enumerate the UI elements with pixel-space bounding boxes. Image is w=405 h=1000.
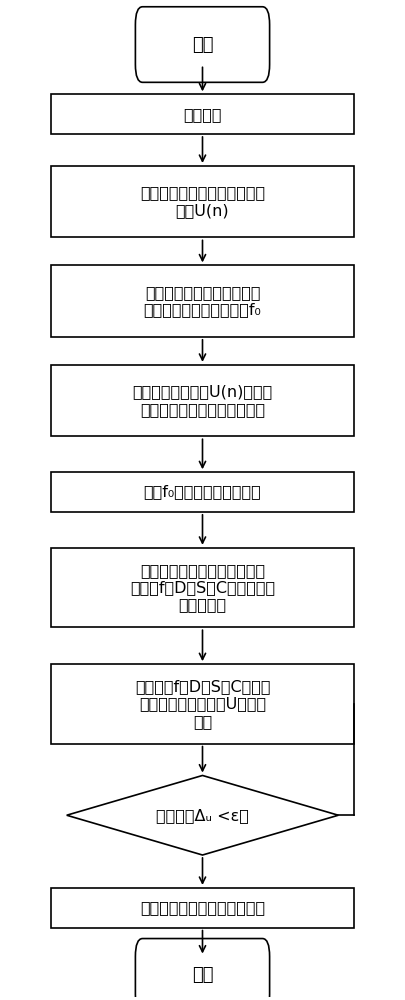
FancyBboxPatch shape xyxy=(135,939,270,1000)
Bar xyxy=(51,94,354,134)
Text: 准同步采样算法估计基波频
率，得到基波频率估计值f₀: 准同步采样算法估计基波频 率，得到基波频率估计值f₀ xyxy=(144,285,261,317)
Bar xyxy=(51,548,354,627)
Bar xyxy=(51,888,354,928)
Bar xyxy=(51,365,354,436)
Bar xyxy=(51,472,354,512)
Polygon shape xyxy=(67,775,338,855)
Text: 求取信号相量，得到测量结果: 求取信号相量，得到测量结果 xyxy=(140,900,265,915)
Text: 开始: 开始 xyxy=(192,36,213,54)
Text: 估计准则Δᵤ <ε？: 估计准则Δᵤ <ε？ xyxy=(156,808,249,823)
Bar xyxy=(51,166,354,237)
FancyBboxPatch shape xyxy=(135,7,270,82)
Text: 迭代求出f、D、S、C的参数
值，并更新测量模型U的各项
参数: 迭代求出f、D、S、C的参数 值，并更新测量模型U的各项 参数 xyxy=(135,679,270,729)
Text: 信号采样，得到信号离散采样
序列U(n): 信号采样，得到信号离散采样 序列U(n) xyxy=(140,185,265,218)
Text: 结束: 结束 xyxy=(192,966,213,984)
Text: 信号输入: 信号输入 xyxy=(183,107,222,122)
Bar xyxy=(51,265,354,337)
Text: 选取分量的一阶导数最大值，
对参数f、D、S、C分别构造迭
代调整方程: 选取分量的一阶导数最大值， 对参数f、D、S、C分别构造迭 代调整方程 xyxy=(130,563,275,612)
Text: 利用f₀初始化矩阵模型参数: 利用f₀初始化矩阵模型参数 xyxy=(144,485,261,500)
Bar xyxy=(51,664,354,744)
Text: 由和角公式对序列U(n)三角基
函数分解，构建矩阵测量模型: 由和角公式对序列U(n)三角基 函数分解，构建矩阵测量模型 xyxy=(132,384,273,417)
